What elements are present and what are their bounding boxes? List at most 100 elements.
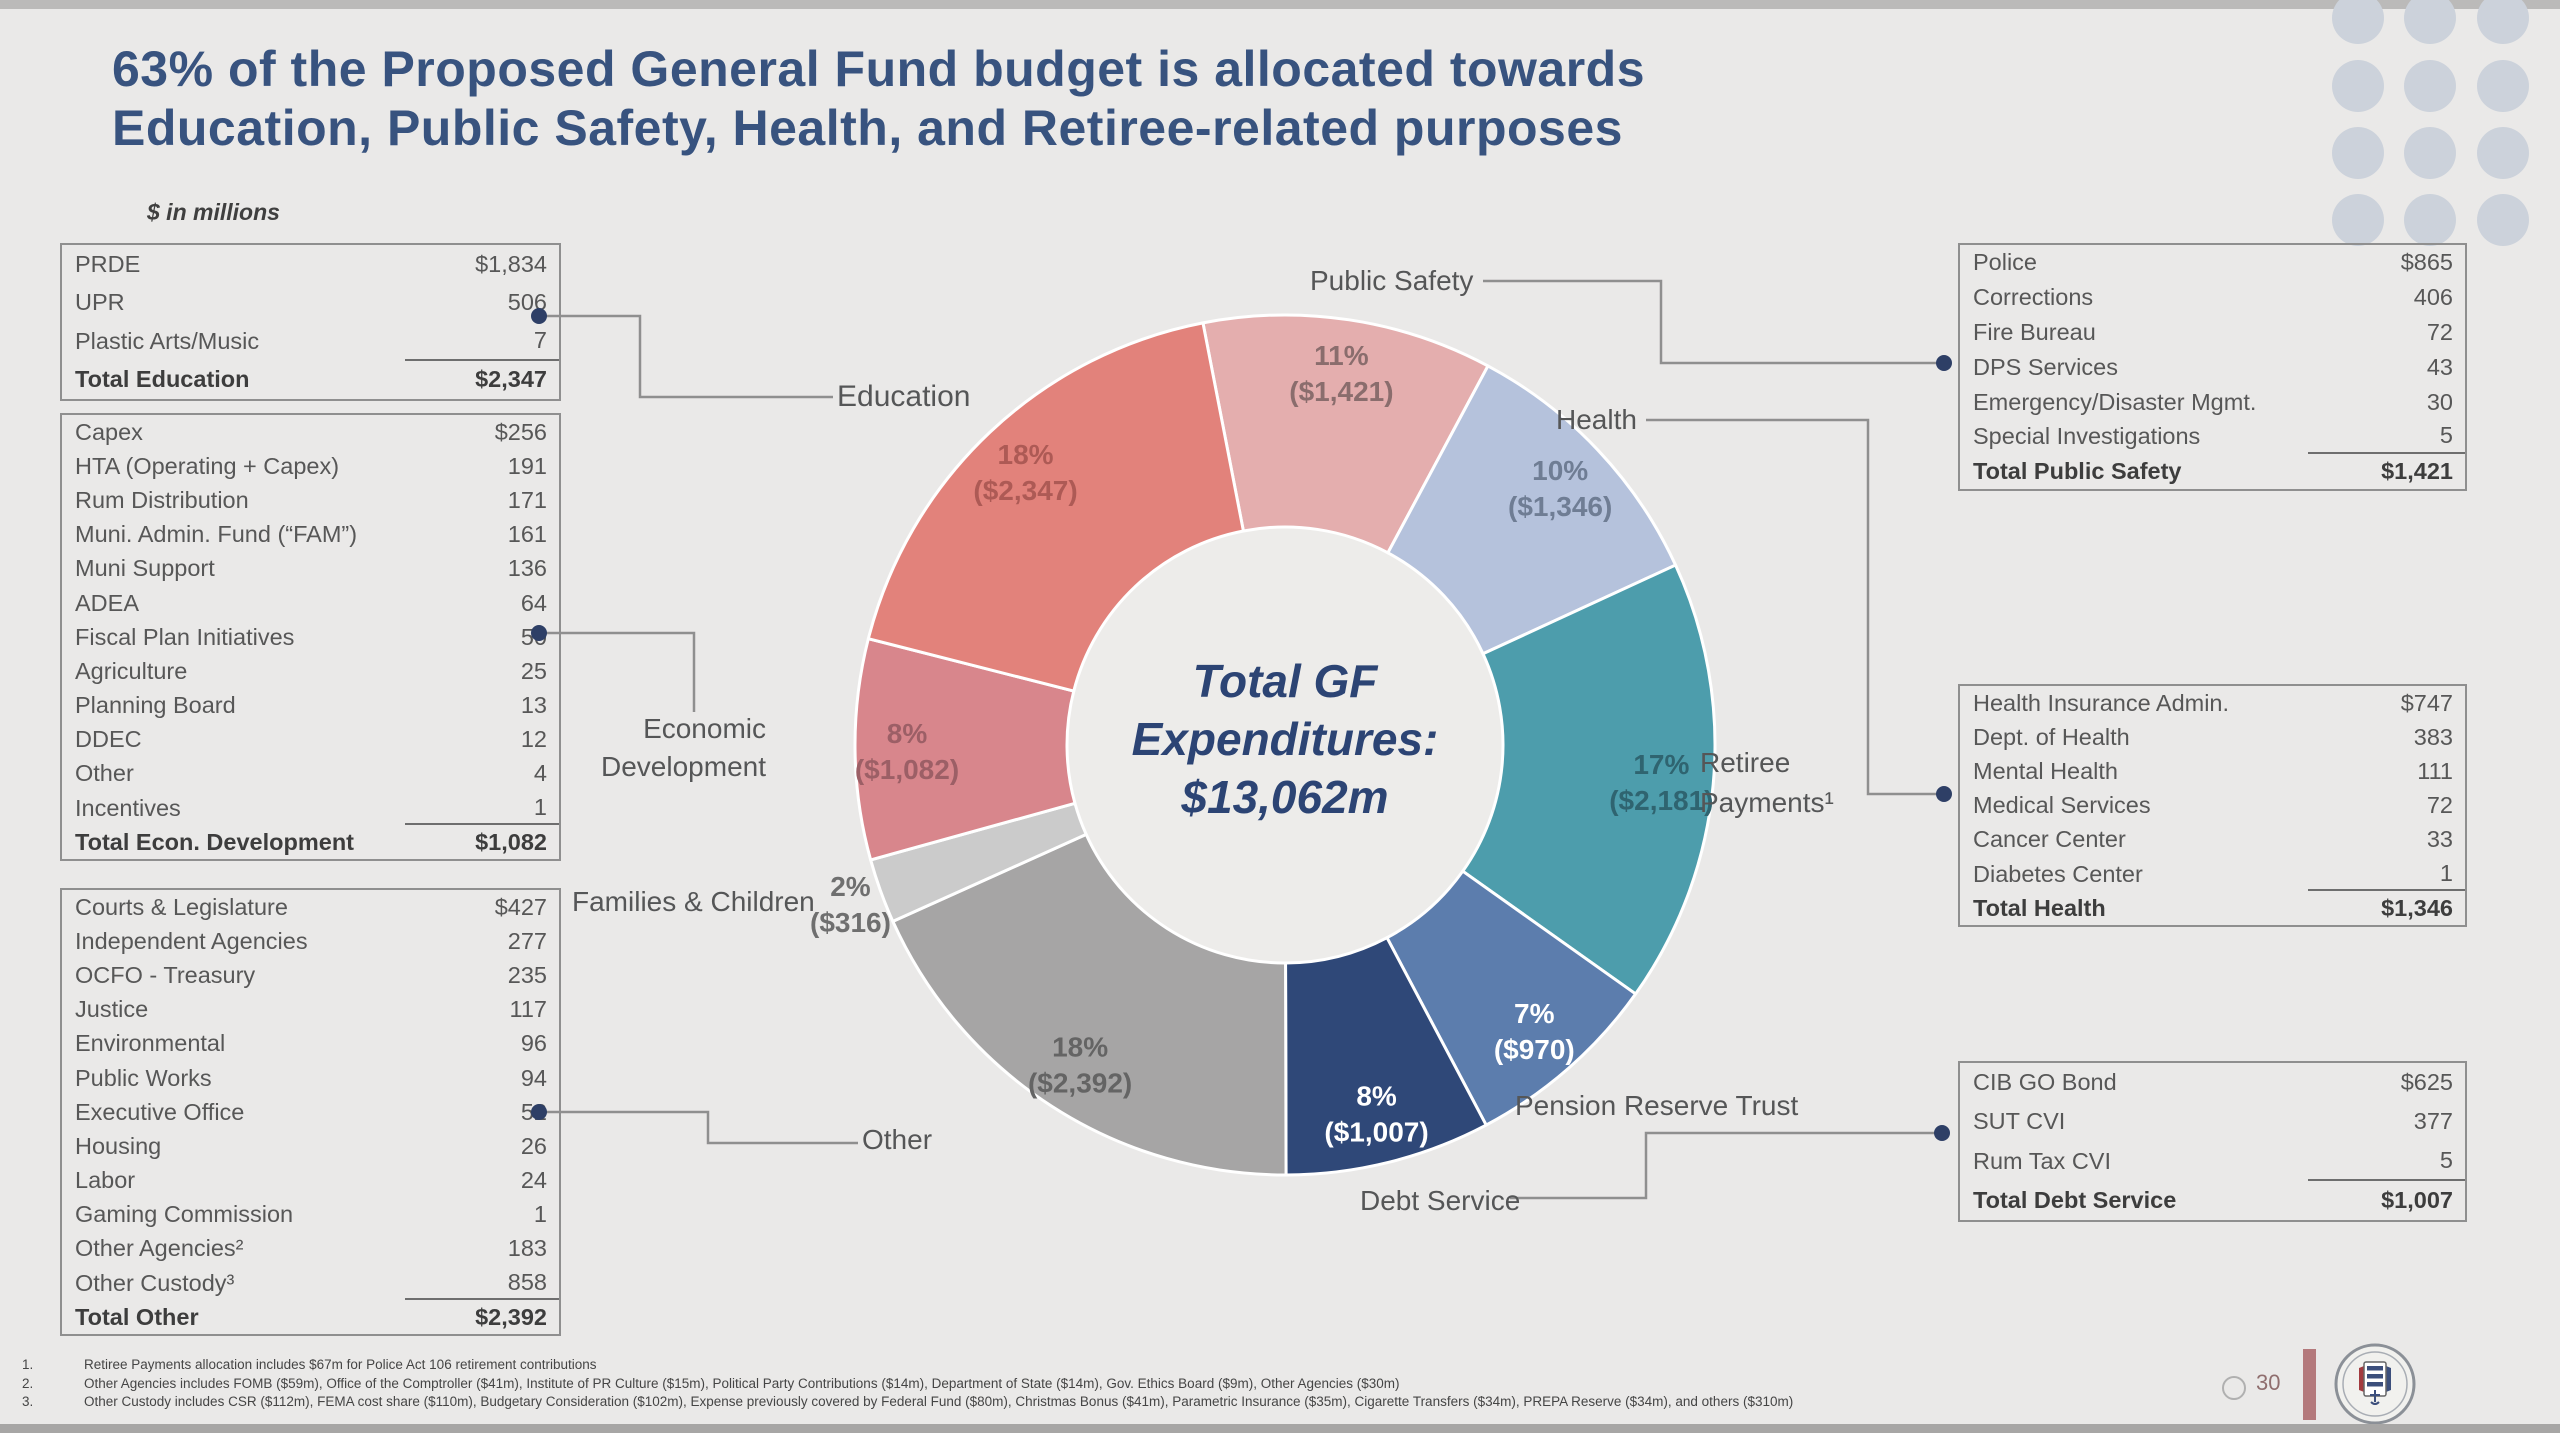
row-value: 1 [404, 791, 559, 826]
callout-connectors [537, 279, 1944, 1200]
row-value: $1,834 [475, 250, 547, 277]
table-row: Mental Health 111 [1960, 754, 2465, 788]
table-row: DPS Services 43 [1960, 350, 2465, 385]
table-row: HTA (Operating + Capex) 191 [62, 449, 559, 483]
public-safety-table: Police $865 Corrections 406 Fire Bureau 72 DPS… [1958, 243, 2467, 492]
row-value: $427 [494, 893, 547, 920]
callout-other: Other [862, 1124, 933, 1155]
row-value: 72 [2426, 318, 2453, 345]
table-row: Emergency/Disaster Mgmt. 30 [1960, 385, 2465, 420]
row-label: Cancer Center [1973, 826, 2126, 853]
table-row: Plastic Arts/Music 7 [62, 322, 559, 361]
table-row: Rum Tax CVI 5 [1960, 1142, 2465, 1181]
table-row: Independent Agencies 277 [62, 924, 559, 958]
row-value: 111 [2417, 757, 2453, 784]
row-label: Other Agencies² [75, 1235, 244, 1262]
debt-service-table: CIB GO Bond $625 SUT CVI 377 Rum Tax CVI 5 Tot… [1958, 1061, 2467, 1223]
row-value: 235 [507, 961, 547, 988]
row-label: Other Custody³ [75, 1269, 235, 1296]
row-value: 406 [2413, 283, 2453, 310]
table-row: Public Works 94 [62, 1061, 559, 1095]
row-label: Agriculture [75, 657, 188, 684]
slice-value-label: 8% ($1,082) [855, 718, 959, 785]
table-row: ADEA 64 [62, 586, 559, 620]
row-label: Rum Distribution [75, 486, 249, 513]
table-row: Special Investigations 5 [1960, 419, 2465, 455]
row-value: 171 [507, 486, 547, 513]
row-label: DDEC [75, 726, 142, 753]
table-row: Housing 26 [62, 1129, 559, 1163]
row-value: 5 [2308, 1142, 2465, 1181]
center-label-line2: Expenditures: [1131, 713, 1439, 765]
row-label: Emergency/Disaster Mgmt. [1973, 388, 2257, 415]
row-value: 72 [2426, 792, 2453, 819]
table-row: Other Custody³ 858 [62, 1266, 559, 1301]
table-row: Dept. of Health 383 [1960, 720, 2465, 754]
units-note: $ in millions [147, 199, 280, 225]
total-value: $1,421 [2381, 458, 2453, 485]
total-label: Total Debt Service [1973, 1187, 2177, 1214]
row-value: 183 [507, 1235, 547, 1262]
total-label: Total Education [75, 366, 250, 393]
table-row: Environmental 96 [62, 1027, 559, 1061]
row-label: Courts & Legislature [75, 893, 288, 920]
footnote-1-text: Retiree Payments allocation includes $67… [84, 1357, 597, 1372]
row-label: Medical Services [1973, 792, 2151, 819]
footer-divider-bar [2303, 1349, 2316, 1420]
page-number: 30 [2256, 1370, 2281, 1395]
row-label: UPR [75, 289, 125, 316]
row-label: Diabetes Center [1973, 860, 2143, 887]
row-label: Capex [75, 418, 143, 445]
slice-value-label: 18% ($2,347) [973, 439, 1077, 506]
table-row: Diabetes Center 1 [1960, 857, 2465, 892]
table-row: Fire Bureau 72 [1960, 315, 2465, 350]
row-label: OCFO - Treasury [75, 961, 256, 988]
table-row: Courts & Legislature $427 [62, 890, 559, 924]
table-row: CIB GO Bond $625 [1960, 1063, 2465, 1102]
total-value: $1,346 [2381, 894, 2453, 921]
row-label: Fiscal Plan Initiatives [75, 623, 295, 650]
slice-value-label: 17% ($2,181) [1609, 749, 1713, 816]
slice-other [891, 832, 1288, 1177]
education-table: PRDE $1,834 UPR 506 Plastic Arts/Music 7 Total… [60, 243, 561, 401]
row-label: CIB GO Bond [1973, 1069, 2117, 1096]
footnotes: 1. Retiree Payments allocation includes … [22, 1356, 2122, 1412]
table-row: Gaming Commission 1 [62, 1198, 559, 1232]
table-row: Rum Distribution 171 [62, 483, 559, 517]
table-total-row: Total Health $1,346 [1960, 891, 2465, 925]
page-title: 63% of the Proposed General Fund budget … [112, 40, 1912, 158]
footnote-2-text: Other Agencies includes FOMB ($59m), Off… [84, 1375, 1400, 1391]
donut-slices: 11% ($1,421) 10% ($1,346) 17% ($2,181) 7% ($970… [810, 313, 1717, 1177]
table-row: DDEC 12 [62, 723, 559, 757]
total-label: Total Health [1973, 894, 2106, 921]
row-value: 136 [507, 555, 547, 582]
slice-education [866, 321, 1245, 693]
row-label: Muni. Admin. Fund (“FAM”) [75, 521, 358, 548]
center-label-line3: $13,062m [1181, 771, 1389, 823]
page-title-line2: Education, Public Safety, Health, and Re… [112, 100, 1623, 156]
callout-retiree-payments: Retiree Payments¹ [1700, 747, 1834, 818]
center-label-line1: Total GF [1192, 655, 1378, 707]
donut-hole [1067, 527, 1503, 963]
bottom-edge-strip [0, 1424, 2560, 1433]
table-row: Muni. Admin. Fund (“FAM”) 161 [62, 518, 559, 552]
row-label: Other [75, 760, 134, 787]
table-total-row: Total Education $2,347 [62, 361, 559, 400]
total-label: Total Public Safety [1973, 458, 2182, 485]
row-value: $747 [2400, 689, 2453, 716]
table-total-row: Total Econ. Development $1,082 [62, 825, 559, 859]
row-label: PRDE [75, 250, 141, 277]
total-label: Total Other [75, 1303, 199, 1330]
row-value: 277 [507, 927, 547, 954]
table-row: OCFO - Treasury 235 [62, 958, 559, 992]
total-value: $1,082 [475, 828, 547, 855]
table-row: Other 4 [62, 757, 559, 791]
row-value: 30 [2426, 388, 2453, 415]
row-value: 4 [533, 760, 547, 787]
callout-pension-reserve-trust: Pension Reserve Trust [1515, 1090, 1799, 1121]
row-value: 1 [533, 1201, 547, 1228]
table-row: SUT CVI 377 [1960, 1102, 2465, 1141]
row-label: HTA (Operating + Capex) [75, 452, 340, 479]
